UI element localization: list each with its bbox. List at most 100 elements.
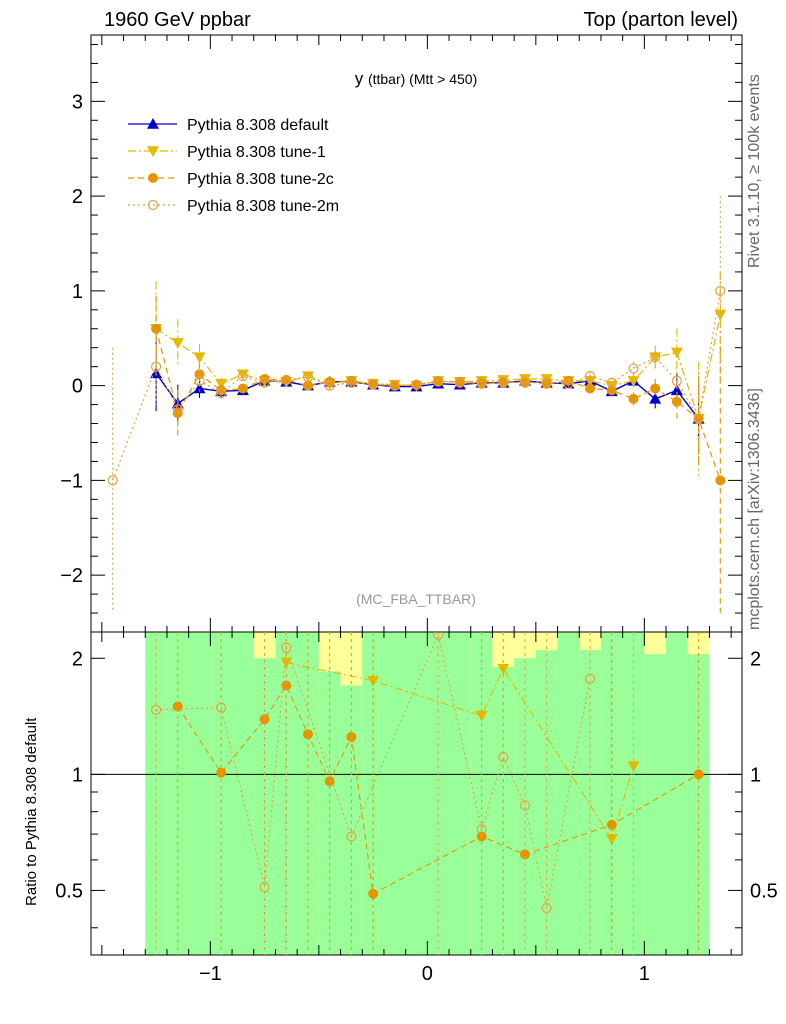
x-tick-label: 1 (639, 963, 650, 985)
band-green (557, 632, 580, 955)
band-green (318, 671, 341, 955)
point-open-circle (281, 374, 292, 386)
point-open-circle (519, 800, 531, 811)
point-open-circle (151, 361, 162, 372)
y-tick-label: 1 (72, 281, 83, 303)
point-triangle-up (649, 392, 662, 404)
point-circle (606, 385, 617, 396)
point-triangle-down (171, 338, 184, 349)
point-circle (628, 393, 639, 404)
point-circle (346, 731, 357, 742)
band-green (383, 632, 406, 955)
point-triangle-down (627, 761, 640, 773)
point-open-circle (147, 199, 159, 211)
point-circle (671, 396, 682, 407)
ratio-y-tick-label-right: 0.5 (750, 880, 778, 902)
point-open-circle (671, 375, 683, 386)
point-circle (281, 680, 292, 691)
axes: −1 0 1 −2 −1 0 1 2 3 0.5 0.5 1 1 2 2 (55, 34, 778, 985)
header-left: 1960 GeV ppbar (104, 9, 251, 31)
point-open-circle (584, 673, 596, 684)
ratio-y-tick-label: 2 (72, 648, 83, 670)
point-circle (172, 701, 183, 712)
point-open-circle (281, 642, 292, 653)
band-green (666, 632, 688, 955)
legend-label: Pythia 8.308 default (187, 117, 329, 134)
x-tick-label: −1 (199, 963, 222, 985)
point-circle (281, 374, 292, 385)
band-green (340, 685, 363, 955)
point-open-circle (541, 902, 552, 914)
point-circle (585, 383, 596, 394)
point-open-circle (606, 377, 617, 388)
point-triangle-up (193, 382, 206, 394)
chart-title-sub: (ttbar) (Mtt > 450) (368, 71, 477, 87)
series-line (112, 290, 721, 481)
point-open-circle (368, 378, 379, 389)
band-green (449, 632, 471, 955)
point-circle (693, 413, 704, 424)
band-green (492, 666, 515, 955)
point-circle (650, 383, 661, 394)
y-tick-label: −2 (60, 565, 83, 587)
header-right: Top (parton level) (583, 9, 738, 31)
y-tick-label: 0 (72, 376, 83, 398)
band-green (514, 658, 536, 955)
band-green (253, 658, 276, 955)
point-circle (216, 385, 227, 396)
ratio-y-tick-label: 0.5 (55, 880, 83, 902)
y-tick-label: −1 (60, 470, 83, 492)
point-circle (520, 849, 530, 860)
point-open-circle (715, 285, 726, 296)
point-triangle-down (193, 352, 206, 364)
point-open-circle (346, 377, 357, 388)
point-open-circle (476, 824, 487, 835)
point-circle (303, 380, 313, 391)
ratio-y-tick-label-right: 1 (750, 764, 761, 786)
point-open-circle (584, 371, 596, 382)
band-green (188, 632, 211, 955)
point-open-circle (216, 702, 227, 713)
point-open-circle (194, 375, 205, 386)
band-green (405, 632, 428, 955)
point-triangle-down (147, 146, 159, 157)
point-open-circle (498, 751, 509, 762)
point-open-circle (433, 375, 444, 386)
point-circle (368, 888, 379, 899)
ratio-y-tick-label: 1 (72, 764, 83, 786)
y-tick-label: 2 (72, 186, 83, 208)
point-open-circle (216, 388, 227, 399)
point-triangle-down (714, 309, 727, 321)
series-circle-open (107, 196, 726, 614)
watermark: (MC_FBA_TTBAR) (356, 591, 476, 607)
ratio-series-line (177, 684, 699, 895)
point-circle (259, 373, 270, 384)
point-circle (259, 714, 270, 725)
point-circle (148, 173, 158, 183)
ratio-y-tick-label-right: 2 (750, 648, 761, 670)
point-circle (693, 769, 704, 780)
x-tick-label: 0 (422, 963, 433, 985)
point-triangle-down (280, 657, 293, 669)
point-open-circle (563, 378, 574, 389)
point-open-circle (454, 377, 465, 388)
point-open-circle (172, 404, 183, 415)
point-circle (324, 376, 335, 387)
ratio-frame (90, 631, 743, 956)
point-circle (324, 776, 335, 787)
legend-label: Pythia 8.308 tune-2m (187, 198, 339, 215)
series-circle-filled (151, 295, 726, 614)
point-open-circle (107, 475, 118, 486)
series-triangle-down (150, 271, 727, 476)
band-green (232, 632, 254, 955)
point-open-circle (346, 831, 357, 842)
point-triangle-down (627, 376, 640, 387)
point-open-circle (433, 632, 444, 640)
point-circle (237, 383, 248, 394)
legend-label: Pythia 8.308 tune-2c (187, 171, 334, 188)
main-series-group (107, 196, 727, 614)
band-green (687, 654, 710, 955)
point-circle (303, 729, 313, 740)
point-circle (606, 819, 617, 830)
